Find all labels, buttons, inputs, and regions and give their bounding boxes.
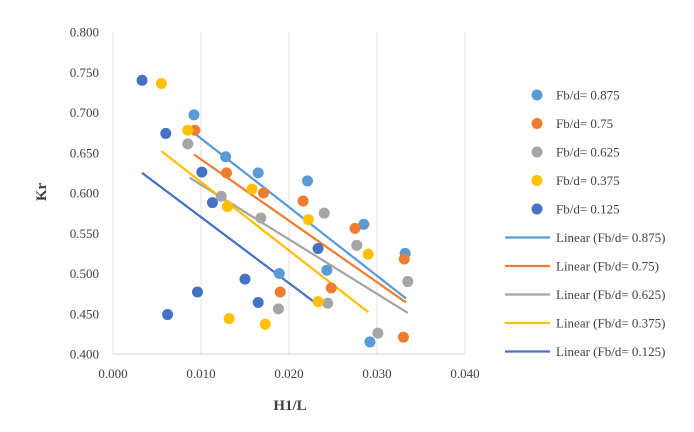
data-point <box>182 138 194 150</box>
legend-label: Fb/d= 0.75 <box>556 116 613 131</box>
data-point <box>272 303 284 315</box>
data-point <box>246 183 258 195</box>
legend-label: Fb/d= 0.625 <box>556 145 620 160</box>
legend-label: Linear (Fb/d= 0.125) <box>556 344 666 359</box>
data-point <box>321 264 333 276</box>
x-tick-label: 0.000 <box>98 366 127 381</box>
legend-label: Linear (Fb/d= 0.625) <box>556 287 666 302</box>
legend-label: Fb/d= 0.375 <box>556 173 620 188</box>
data-point <box>160 127 172 139</box>
data-point <box>318 207 330 219</box>
legend-label: Linear (Fb/d= 0.875) <box>556 230 666 245</box>
data-point <box>257 187 269 199</box>
data-point <box>273 268 285 279</box>
data-point <box>191 286 203 298</box>
data-point <box>312 296 324 308</box>
x-tick-label: 0.010 <box>186 366 215 381</box>
data-point <box>221 167 233 179</box>
data-point <box>372 327 384 339</box>
x-tick-label: 0.020 <box>274 366 303 381</box>
y-tick-label: 0.450 <box>70 306 99 321</box>
legend-marker <box>531 118 543 129</box>
legend-label: Fb/d= 0.125 <box>556 202 620 217</box>
data-point <box>398 253 410 265</box>
data-point <box>215 190 227 202</box>
x-tick-label: 0.030 <box>362 366 391 381</box>
legend-label: Linear (Fb/d= 0.75) <box>556 259 659 274</box>
data-point <box>188 109 200 121</box>
data-point <box>397 331 409 343</box>
data-point <box>182 124 194 136</box>
data-point <box>220 151 232 163</box>
y-tick-label: 0.400 <box>70 347 99 362</box>
trendline <box>141 171 319 306</box>
data-point <box>162 309 174 321</box>
data-point <box>349 222 361 234</box>
trendline <box>193 153 407 304</box>
data-point <box>196 166 208 178</box>
data-point <box>362 248 374 260</box>
x-tick-label: 0.040 <box>450 366 479 381</box>
legend-label: Linear (Fb/d= 0.375) <box>556 316 666 331</box>
data-point <box>325 282 337 294</box>
x-axis-title: H1/L <box>273 398 306 414</box>
data-point <box>312 243 324 255</box>
y-axis-title: Kr <box>34 182 50 201</box>
data-point <box>301 175 313 187</box>
y-tick-label: 0.700 <box>70 105 99 120</box>
data-point <box>255 212 267 224</box>
y-tick-label: 0.750 <box>70 65 99 80</box>
legend-marker <box>531 89 543 101</box>
data-point <box>402 276 414 288</box>
data-point <box>239 273 251 285</box>
legend-label: Fb/d= 0.875 <box>556 88 620 103</box>
data-point <box>274 286 286 298</box>
data-point <box>358 218 370 230</box>
legend-marker <box>531 203 543 215</box>
data-point <box>322 297 334 309</box>
y-tick-label: 0.650 <box>70 145 99 160</box>
data-point <box>351 239 363 251</box>
data-point <box>302 214 314 226</box>
y-tick-label: 0.800 <box>70 25 99 40</box>
y-tick-label: 0.500 <box>70 266 99 281</box>
data-point <box>364 336 376 348</box>
data-point <box>297 195 309 207</box>
y-tick-label: 0.600 <box>70 186 99 201</box>
data-point <box>206 197 218 209</box>
y-tick-label: 0.550 <box>70 226 99 241</box>
data-point <box>259 318 271 330</box>
legend-marker <box>531 146 543 158</box>
legend-marker <box>531 175 543 186</box>
data-point <box>252 167 264 179</box>
data-point <box>252 296 264 308</box>
data-point <box>223 313 235 325</box>
data-point <box>136 74 148 86</box>
data-point <box>155 78 167 90</box>
data-point <box>221 201 233 213</box>
